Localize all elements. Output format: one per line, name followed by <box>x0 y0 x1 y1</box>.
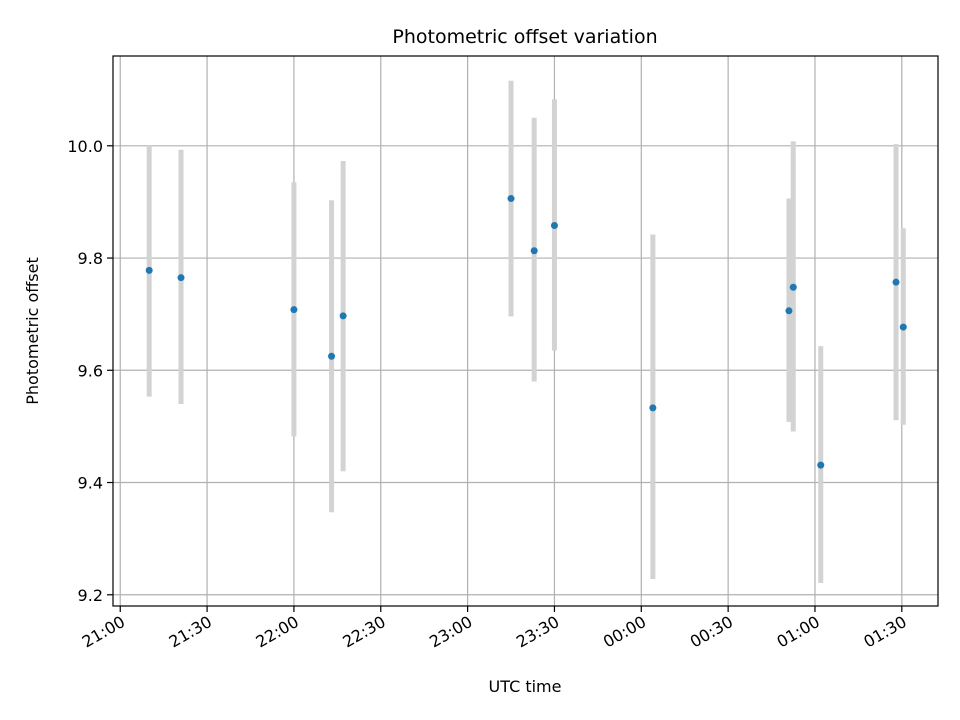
data-point <box>817 461 825 469</box>
y-axis: 9.2 9.4 9.6 9.8 10.0 <box>67 137 113 605</box>
y-axis-label: Photometric offset <box>23 257 42 405</box>
data-point <box>649 404 657 412</box>
data-point <box>507 195 515 203</box>
data-point <box>339 312 347 320</box>
y-tick-label: 10.0 <box>67 137 103 156</box>
plot-frame <box>112 55 939 607</box>
y-tick-label: 9.6 <box>78 361 103 380</box>
y-tick-label: 9.8 <box>78 249 103 268</box>
data-point <box>328 352 336 360</box>
data-point <box>290 306 298 314</box>
data-point <box>550 221 558 229</box>
data-point <box>899 323 907 331</box>
data-point <box>177 274 185 282</box>
y-tick-label: 9.4 <box>78 474 103 493</box>
data-points <box>145 195 907 469</box>
data-point <box>530 247 538 255</box>
data-point <box>785 307 793 315</box>
x-axis-label: UTC time <box>489 677 562 696</box>
y-tick-label: 9.2 <box>78 586 103 605</box>
data-point <box>145 266 153 274</box>
data-point <box>892 278 900 286</box>
data-point <box>789 283 797 291</box>
chart-title: Photometric offset variation <box>392 26 657 48</box>
